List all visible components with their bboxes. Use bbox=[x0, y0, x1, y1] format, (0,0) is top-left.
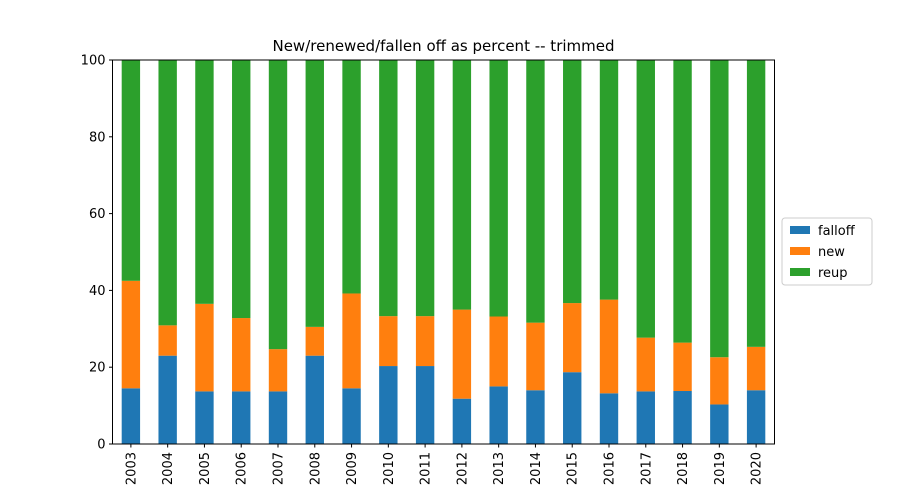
bar-falloff-2005 bbox=[195, 391, 214, 444]
bar-falloff-2019 bbox=[710, 404, 729, 444]
legend-label-reup: reup bbox=[818, 266, 848, 281]
bar-reup-2012 bbox=[452, 60, 472, 310]
bar-new-2011 bbox=[415, 316, 435, 367]
legend: falloff new reup bbox=[781, 217, 873, 286]
bar-reup-2004 bbox=[158, 60, 177, 326]
bar-falloff-2018 bbox=[673, 391, 692, 444]
x-tick-label: 2008 bbox=[308, 452, 323, 485]
bar-reup-2003 bbox=[121, 60, 141, 281]
bar-new-2005 bbox=[195, 303, 214, 392]
bar-falloff-2008 bbox=[305, 355, 324, 444]
bar-falloff-2020 bbox=[746, 390, 766, 444]
bar-new-2009 bbox=[342, 293, 361, 389]
bar-new-2015 bbox=[563, 303, 582, 373]
bar-falloff-2014 bbox=[526, 390, 545, 444]
bar-new-2019 bbox=[710, 357, 729, 405]
bar-new-2013 bbox=[489, 316, 508, 387]
x-tick-label: 2005 bbox=[198, 452, 213, 485]
x-tick-label: 2012 bbox=[455, 452, 470, 485]
x-tick-label: 2015 bbox=[566, 452, 581, 485]
x-axis-ticks: 2003 2004 2005 2006 2007 2008 2009 2010 2011 2012… bbox=[124, 444, 765, 485]
y-tick-label: 20 bbox=[89, 361, 106, 376]
bar-falloff-2009 bbox=[342, 388, 361, 444]
bar-falloff-2013 bbox=[489, 386, 508, 444]
bar-new-2018 bbox=[673, 342, 692, 392]
bar-falloff-2010 bbox=[379, 366, 398, 444]
legend-swatch-reup bbox=[790, 268, 810, 276]
y-tick-label: 60 bbox=[89, 207, 106, 222]
x-tick-label: 2011 bbox=[419, 452, 434, 485]
bar-reup-2005 bbox=[195, 60, 214, 304]
bar-new-2014 bbox=[526, 322, 545, 391]
bar-new-2003 bbox=[121, 280, 141, 389]
bar-reup-2009 bbox=[342, 60, 361, 294]
y-axis-ticks: 0 20 40 60 80 100 bbox=[81, 54, 113, 453]
x-tick-label: 2020 bbox=[750, 452, 765, 485]
legend-label-falloff: falloff bbox=[818, 224, 856, 239]
bar-falloff-2003 bbox=[121, 388, 141, 444]
x-tick-label: 2010 bbox=[382, 452, 397, 485]
x-tick-label: 2007 bbox=[272, 452, 287, 485]
chart-title: New/renewed/fallen off as percent -- tri… bbox=[272, 37, 614, 55]
bar-new-2006 bbox=[232, 318, 251, 392]
x-tick-label: 2003 bbox=[124, 452, 139, 485]
legend-label-new: new bbox=[818, 245, 845, 260]
x-tick-label: 2006 bbox=[235, 452, 250, 485]
legend-swatch-falloff bbox=[790, 226, 810, 234]
plot-frame bbox=[112, 59, 775, 445]
bar-reup-2007 bbox=[268, 60, 288, 350]
bar-reup-2011 bbox=[415, 60, 435, 317]
bar-new-2004 bbox=[158, 325, 177, 356]
y-tick-label: 80 bbox=[89, 130, 106, 145]
bar-new-2007 bbox=[268, 349, 288, 392]
x-tick-label: 2017 bbox=[639, 452, 654, 485]
bar-reup-2013 bbox=[489, 60, 508, 317]
bar-reup-2019 bbox=[710, 60, 729, 358]
bar-reup-2020 bbox=[746, 60, 766, 347]
bar-reup-2018 bbox=[673, 60, 692, 343]
bar-new-2020 bbox=[746, 346, 766, 391]
bar-falloff-2007 bbox=[268, 391, 288, 444]
bar-falloff-2016 bbox=[599, 393, 619, 444]
bar-reup-2017 bbox=[636, 60, 655, 338]
bar-reup-2016 bbox=[599, 60, 619, 300]
bar-new-2012 bbox=[452, 309, 472, 399]
bar-reup-2014 bbox=[526, 60, 545, 323]
x-tick-label: 2019 bbox=[713, 452, 728, 485]
x-tick-label: 2009 bbox=[345, 452, 360, 485]
bar-reup-2015 bbox=[563, 60, 582, 304]
x-tick-label: 2018 bbox=[676, 452, 691, 485]
bar-falloff-2015 bbox=[563, 372, 582, 444]
x-tick-label: 2016 bbox=[603, 452, 618, 485]
bar-new-2008 bbox=[305, 326, 324, 356]
bar-falloff-2011 bbox=[415, 366, 435, 444]
bar-new-2010 bbox=[379, 316, 398, 367]
x-tick-label: 2013 bbox=[492, 452, 507, 485]
bar-reup-2008 bbox=[305, 60, 324, 327]
bar-falloff-2012 bbox=[452, 398, 472, 444]
bar-new-2017 bbox=[636, 337, 655, 392]
x-tick-label: 2014 bbox=[529, 452, 544, 485]
y-tick-label: 40 bbox=[89, 284, 106, 299]
bars-group bbox=[121, 60, 766, 444]
bar-falloff-2017 bbox=[636, 391, 655, 444]
bar-reup-2006 bbox=[232, 60, 251, 319]
x-tick-label: 2004 bbox=[161, 452, 176, 485]
bar-new-2016 bbox=[599, 299, 619, 394]
y-tick-label: 100 bbox=[81, 54, 106, 69]
bar-falloff-2006 bbox=[232, 391, 251, 444]
legend-swatch-new bbox=[790, 247, 810, 255]
bar-falloff-2004 bbox=[158, 355, 177, 444]
y-tick-label: 0 bbox=[97, 438, 105, 453]
bar-reup-2010 bbox=[379, 60, 398, 317]
